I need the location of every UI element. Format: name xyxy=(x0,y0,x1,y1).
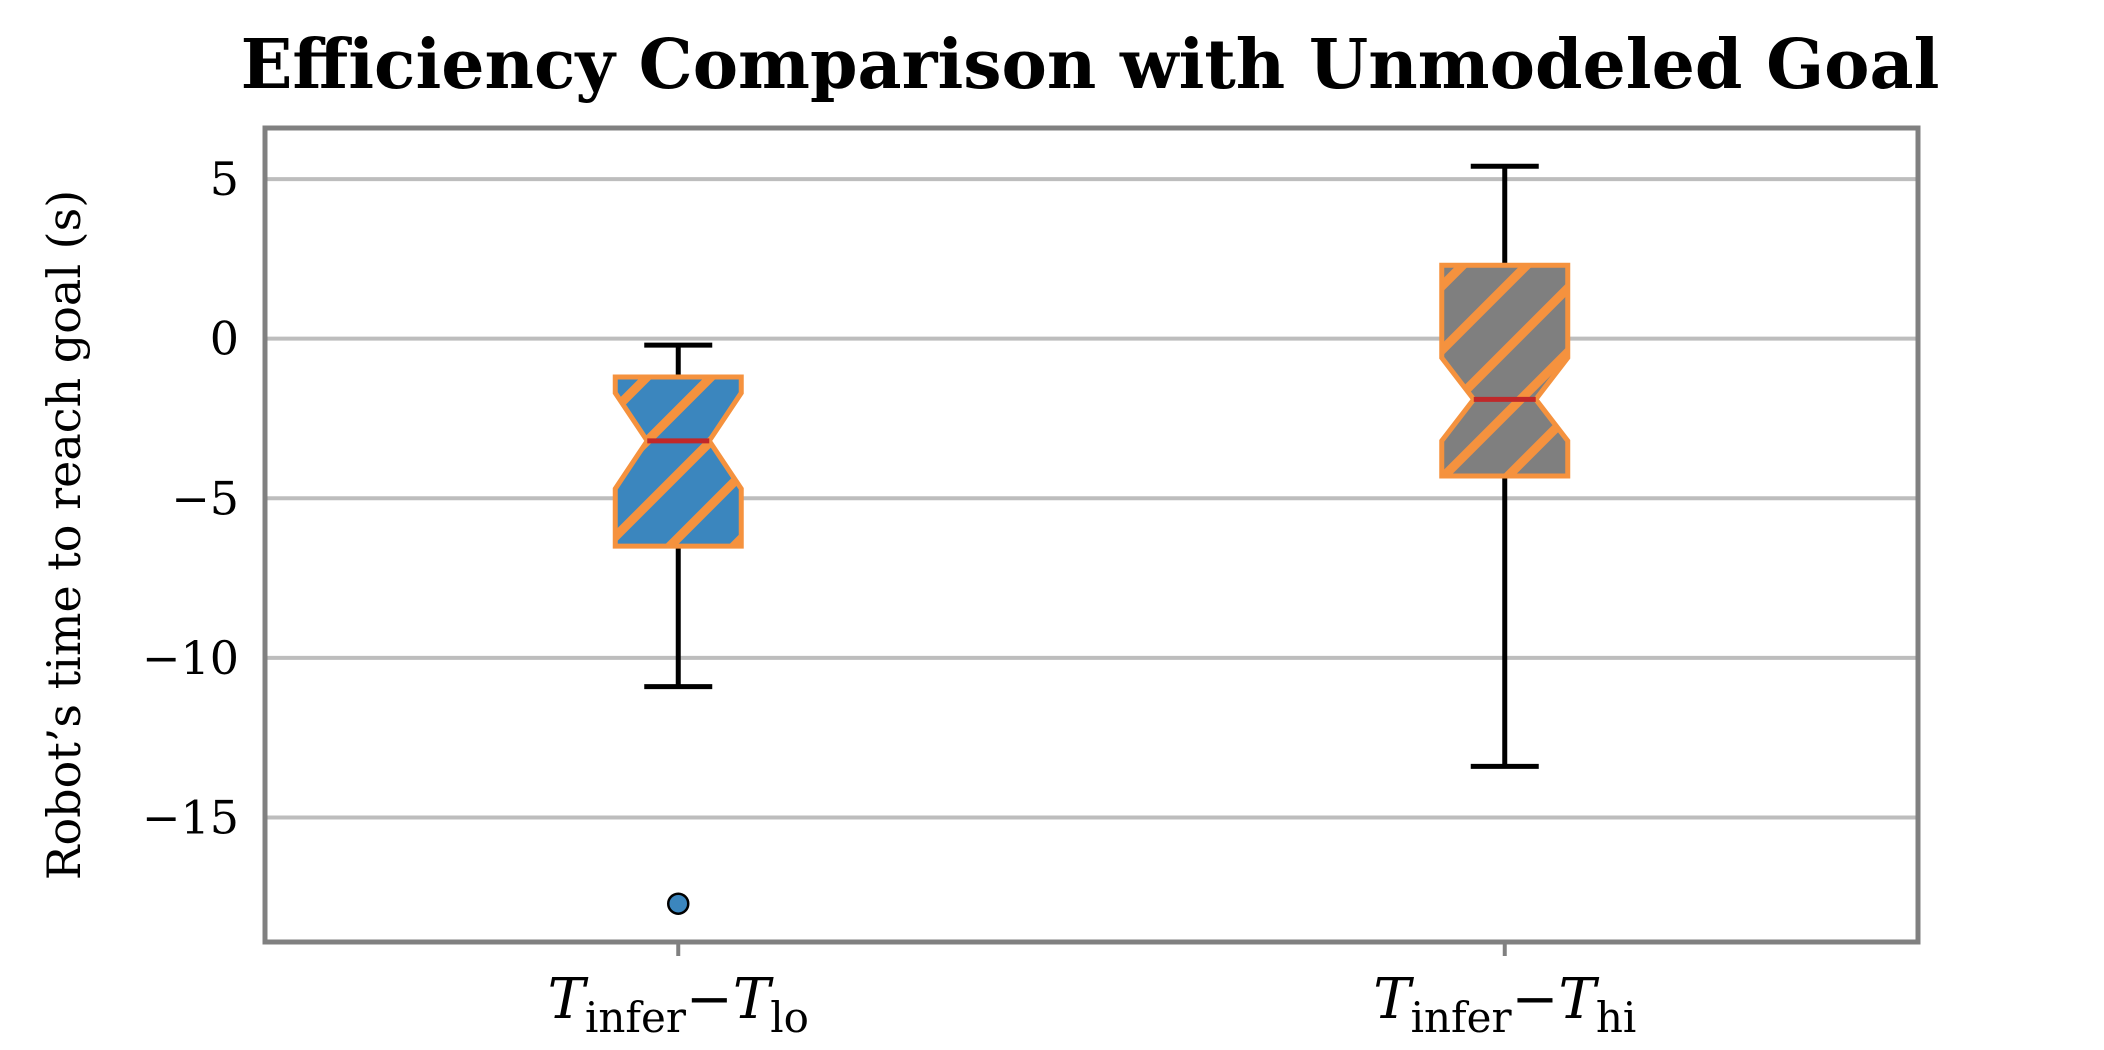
box-hatch xyxy=(1441,265,1568,476)
x-tick-label-part: T xyxy=(548,967,589,1032)
y-tick-label: −15 xyxy=(142,791,239,845)
y-axis-label: Robot’s time to reach goal (s) xyxy=(37,190,91,880)
plot-frame xyxy=(262,125,1921,945)
x-tick-label-part: T xyxy=(1558,967,1599,1032)
y-axis-ticks: 5 0 −5 −10 −15 xyxy=(142,152,239,844)
x-axis-ticks: Tinfer−Tlo Tinfer−Thi xyxy=(548,942,1636,1042)
x-tick-label-part: infer xyxy=(585,993,687,1042)
chart-title: Efficiency Comparison with Unmodeled Goa… xyxy=(241,25,1940,105)
y-tick-label: 0 xyxy=(210,312,239,366)
x-tick-label: Tinfer−Thi xyxy=(1373,967,1636,1042)
x-tick-label-part: hi xyxy=(1596,993,1636,1042)
x-tick-label: Tinfer−Tlo xyxy=(548,967,809,1042)
x-tick-label-part: infer xyxy=(1411,993,1513,1042)
x-tick-label-part: T xyxy=(1373,967,1414,1032)
x-tick-label-part: lo xyxy=(770,993,809,1042)
box-group xyxy=(612,163,1571,915)
box-hatch xyxy=(615,376,742,547)
y-tick-label: −5 xyxy=(171,471,239,525)
box-outline xyxy=(612,374,744,549)
x-tick-label-part: T xyxy=(733,967,774,1032)
box-outline xyxy=(1439,262,1571,479)
x-tick-label-part: − xyxy=(686,967,733,1032)
x-tick-label-part: − xyxy=(1512,967,1559,1032)
y-tick-label: 5 xyxy=(210,152,239,206)
y-tick-label: −10 xyxy=(142,631,239,685)
outlier-point xyxy=(667,892,690,915)
grid-lines xyxy=(265,177,1918,820)
